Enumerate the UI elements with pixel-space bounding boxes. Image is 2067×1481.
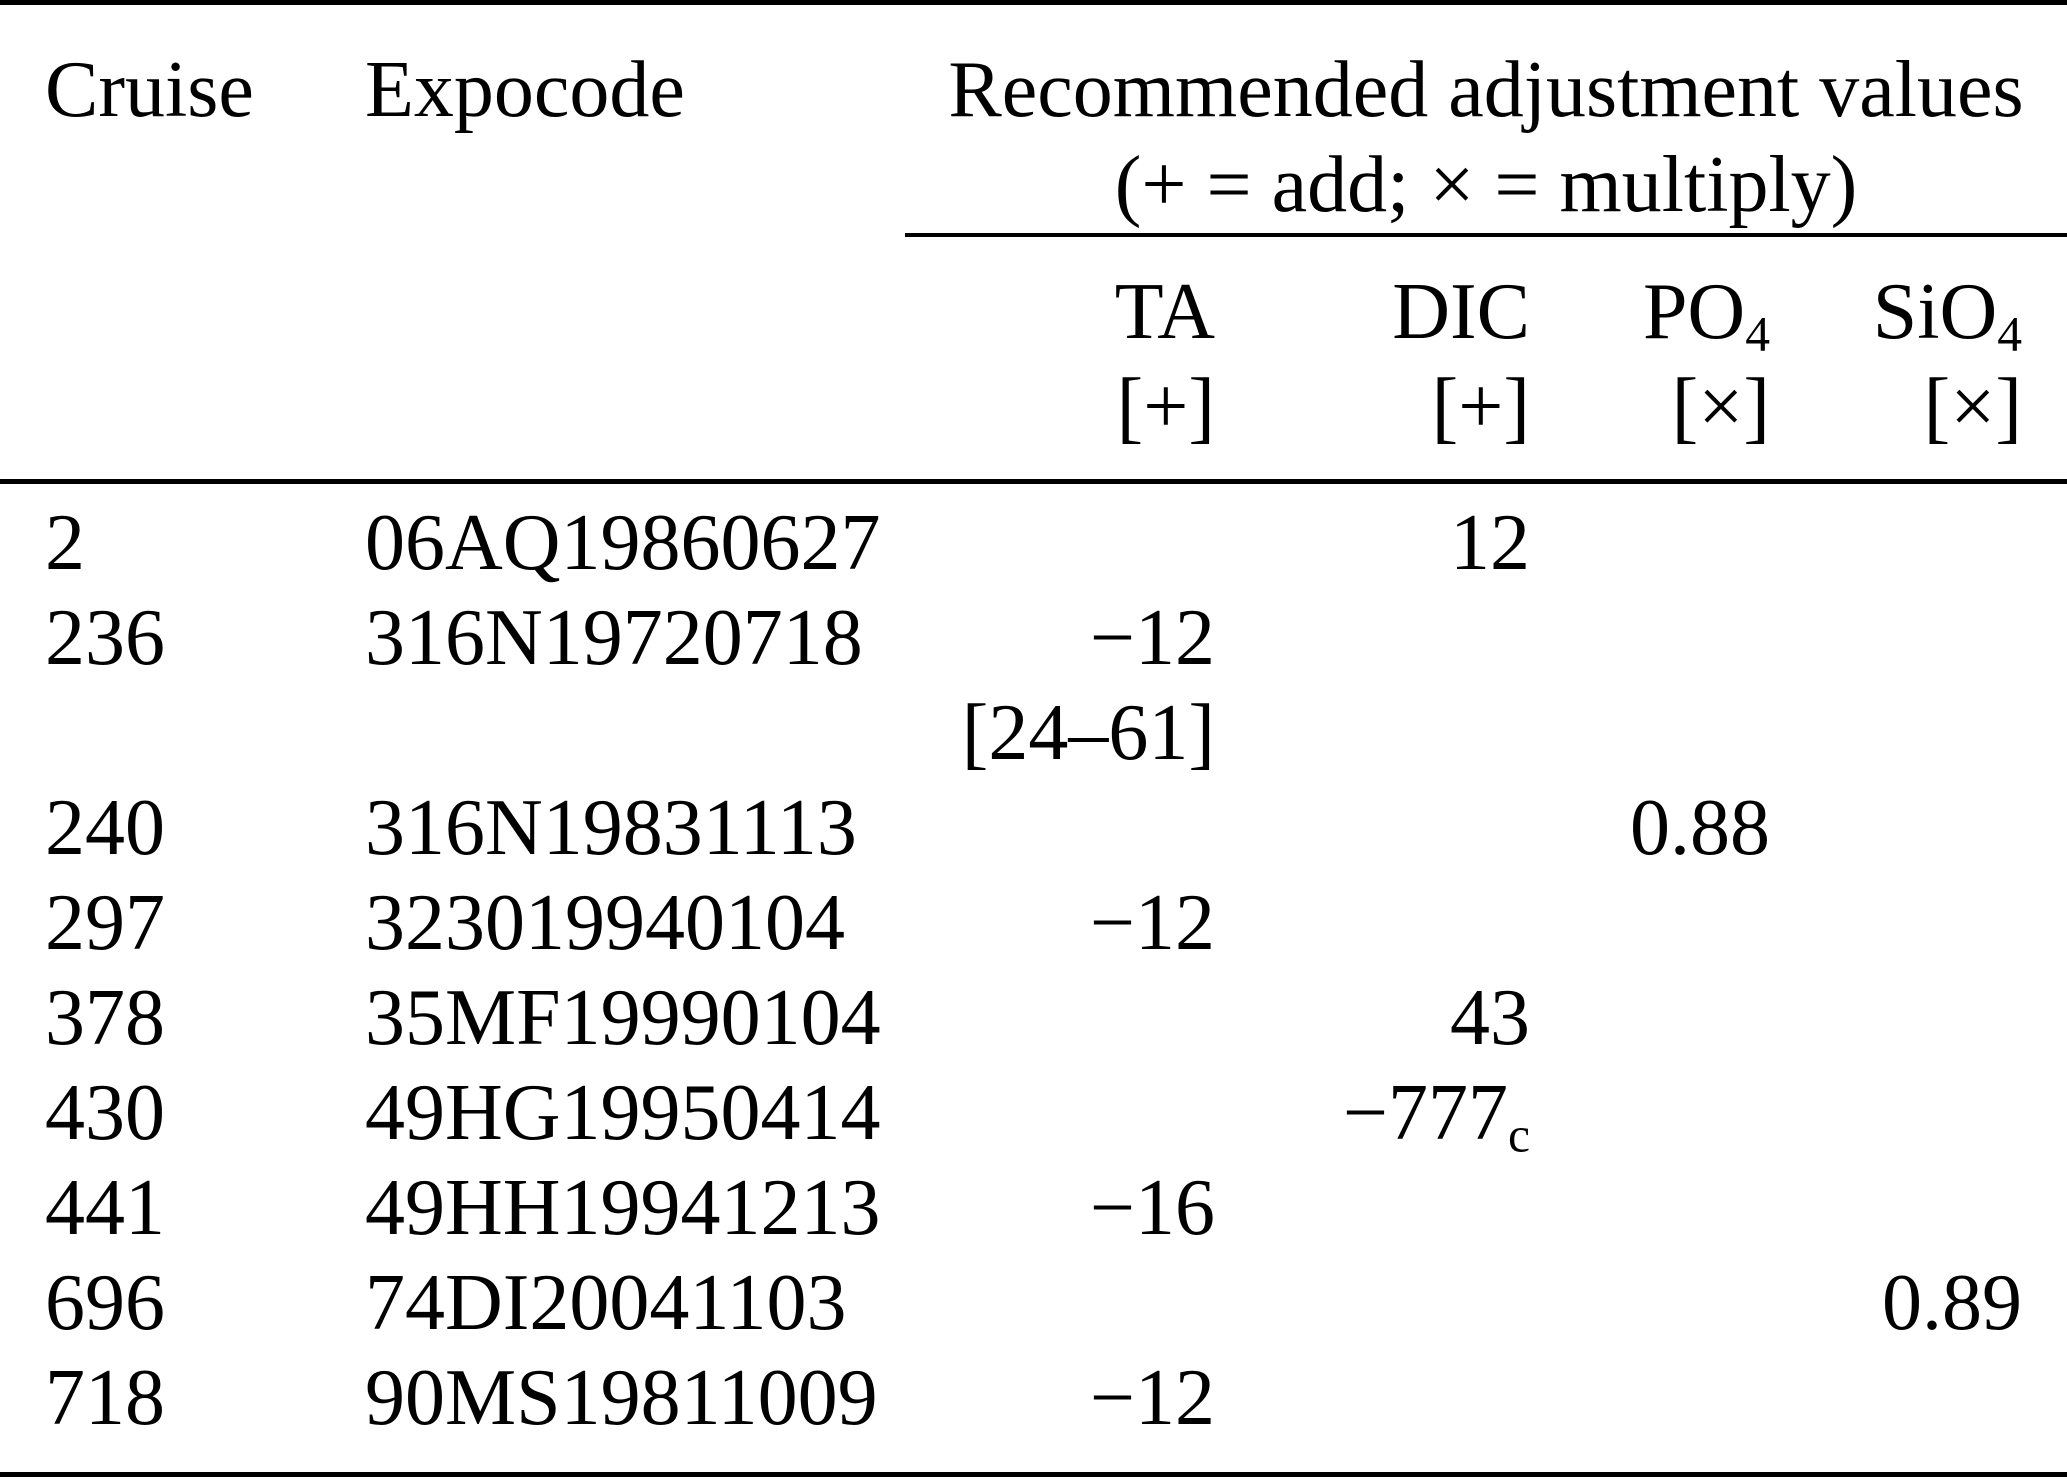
expocode-cell: 74DI20041103	[365, 1259, 847, 1347]
po4-cell	[1530, 1066, 1770, 1161]
column-header-ta: TA	[1114, 268, 1215, 356]
expocode-cell: 316N19831113	[365, 784, 857, 872]
dic-cell	[1215, 876, 1530, 971]
cruise-cell: 718	[45, 1354, 165, 1442]
sio4-cell: 0.89	[1882, 1259, 2023, 1347]
expocode-cell: 323019940104	[365, 879, 845, 967]
ta-cell: −12	[1089, 879, 1215, 967]
table-row: 297 323019940104 −12	[0, 876, 2067, 971]
unit-header-ta: [+]	[1116, 363, 1215, 451]
unit-header-dic: [+]	[1431, 363, 1530, 451]
expocode-cell: 49HH19941213	[365, 1164, 881, 1252]
unit-header-po4: [×]	[1671, 363, 1770, 451]
sio4-cell	[1770, 591, 2067, 686]
sio4-cell	[1770, 1161, 2067, 1256]
cruise-cell: 236	[45, 594, 165, 682]
dic-cell	[1215, 1161, 1530, 1256]
ta-range-cell: [24–61]	[961, 689, 1215, 777]
expocode-cell: 35MF19990104	[365, 974, 881, 1062]
po4-cell	[1530, 1256, 1770, 1351]
dic-cell	[1215, 1351, 1530, 1475]
table-body: 2 06AQ19860627 12 236 316N19720718 −12 […	[0, 482, 2067, 1475]
sio4-cell	[1770, 971, 2067, 1066]
ta-cell	[905, 971, 1215, 1066]
po4-cell	[1530, 591, 1770, 686]
po4-cell	[1530, 876, 1770, 971]
expocode-cell: 49HG19950414	[365, 1069, 881, 1157]
table-header: Cruise Expocode Recommended adjustment v…	[0, 3, 2067, 482]
expocode-cell	[320, 686, 905, 781]
po4-cell	[1530, 482, 1770, 592]
group-header-legend: (+ = add; × = multiply)	[905, 138, 2067, 237]
cruise-cell: 240	[45, 784, 165, 872]
dic-cell: 43	[1450, 974, 1530, 1062]
column-header-dic: DIC	[1392, 268, 1530, 356]
ta-cell	[905, 781, 1215, 876]
cruise-cell: 297	[45, 879, 165, 967]
dic-cell	[1215, 781, 1530, 876]
sio4-cell	[1770, 1066, 2067, 1161]
ta-cell	[905, 1256, 1215, 1351]
table-row: 378 35MF19990104 43	[0, 971, 2067, 1066]
table-row-continuation: [24–61]	[0, 686, 2067, 781]
expocode-cell: 316N19720718	[365, 594, 863, 682]
table-row: 718 90MS19811009 −12	[0, 1351, 2067, 1475]
dic-cell	[1215, 591, 1530, 686]
table-row: 240 316N19831113 0.88	[0, 781, 2067, 876]
ta-cell: −16	[1089, 1164, 1215, 1252]
dic-cell-with-footnote: −777c	[1342, 1069, 1530, 1163]
sio4-cell	[1770, 781, 2067, 876]
po4-cell	[1530, 1161, 1770, 1256]
cruise-cell	[0, 686, 320, 781]
sio4-cell	[1770, 1351, 2067, 1475]
sio4-cell	[1770, 686, 2067, 781]
cruise-cell: 696	[45, 1259, 165, 1347]
ta-cell: −12	[1089, 1354, 1215, 1442]
table-row: 2 06AQ19860627 12	[0, 482, 2067, 592]
unit-header-sio4: [×]	[1923, 363, 2023, 451]
ta-cell	[905, 1066, 1215, 1161]
group-header-title: Recommended adjustment values	[948, 46, 2024, 134]
po4-cell: 0.88	[1630, 784, 1770, 872]
po4-cell	[1530, 971, 1770, 1066]
cruise-cell: 2	[45, 499, 85, 587]
dic-cell	[1215, 686, 1530, 781]
po4-cell	[1530, 1351, 1770, 1475]
po4-cell	[1530, 686, 1770, 781]
dic-cell: 12	[1450, 499, 1530, 587]
footnote-marker: c	[1507, 1107, 1530, 1163]
table-row: 236 316N19720718 −12	[0, 591, 2067, 686]
ta-cell	[905, 482, 1215, 592]
table-row: 696 74DI20041103 0.89	[0, 1256, 2067, 1351]
column-header-po4: PO4	[1642, 268, 1770, 362]
expocode-cell: 90MS19811009	[365, 1354, 878, 1442]
ta-cell: −12	[1089, 594, 1215, 682]
dic-cell	[1215, 1256, 1530, 1351]
column-header-cruise: Cruise	[45, 46, 254, 134]
cruise-cell: 378	[45, 974, 165, 1062]
table-row: 441 49HH19941213 −16	[0, 1161, 2067, 1256]
cruise-cell: 441	[45, 1164, 165, 1252]
sio4-cell	[1770, 482, 2067, 592]
column-header-expocode: Expocode	[365, 46, 685, 134]
table-row: 430 49HG19950414 −777c	[0, 1066, 2067, 1161]
sio4-cell	[1770, 876, 2067, 971]
cruise-cell: 430	[45, 1069, 165, 1157]
expocode-cell: 06AQ19860627	[365, 499, 881, 587]
column-header-sio4: SiO4	[1872, 268, 2023, 362]
